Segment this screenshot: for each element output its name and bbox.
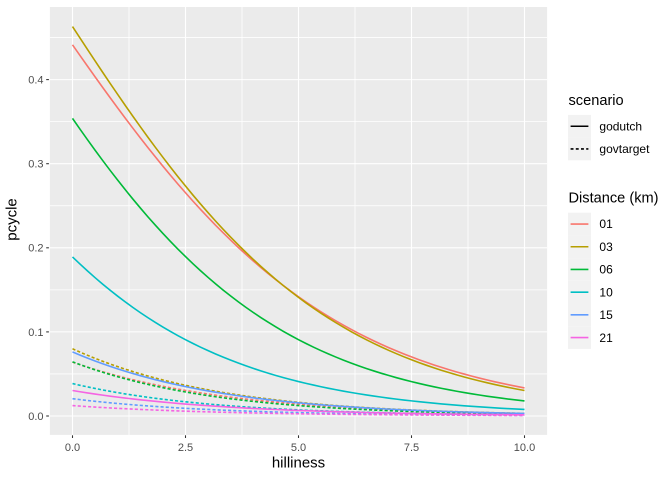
svg-text:0.4: 0.4 — [28, 75, 43, 87]
svg-text:10.0: 10.0 — [514, 442, 535, 454]
svg-text:5.0: 5.0 — [291, 442, 306, 454]
svg-text:pcycle: pcycle — [4, 198, 21, 241]
svg-text:hilliness: hilliness — [272, 455, 325, 472]
svg-text:govtarget: govtarget — [599, 142, 650, 156]
svg-text:15: 15 — [599, 308, 613, 322]
svg-text:0.3: 0.3 — [28, 159, 43, 171]
svg-text:03: 03 — [599, 240, 613, 254]
svg-text:0.1: 0.1 — [28, 327, 43, 339]
svg-text:0.0: 0.0 — [28, 411, 43, 423]
svg-text:2.5: 2.5 — [178, 442, 193, 454]
svg-text:06: 06 — [599, 263, 613, 277]
svg-text:10: 10 — [599, 285, 613, 299]
svg-text:godutch: godutch — [599, 119, 642, 133]
svg-text:7.5: 7.5 — [404, 442, 419, 454]
svg-text:21: 21 — [599, 331, 613, 345]
svg-text:01: 01 — [599, 217, 613, 231]
svg-text:Distance (km): Distance (km) — [569, 191, 659, 207]
svg-text:scenario: scenario — [569, 93, 624, 109]
svg-text:0.0: 0.0 — [65, 442, 80, 454]
svg-text:0.2: 0.2 — [28, 243, 43, 255]
